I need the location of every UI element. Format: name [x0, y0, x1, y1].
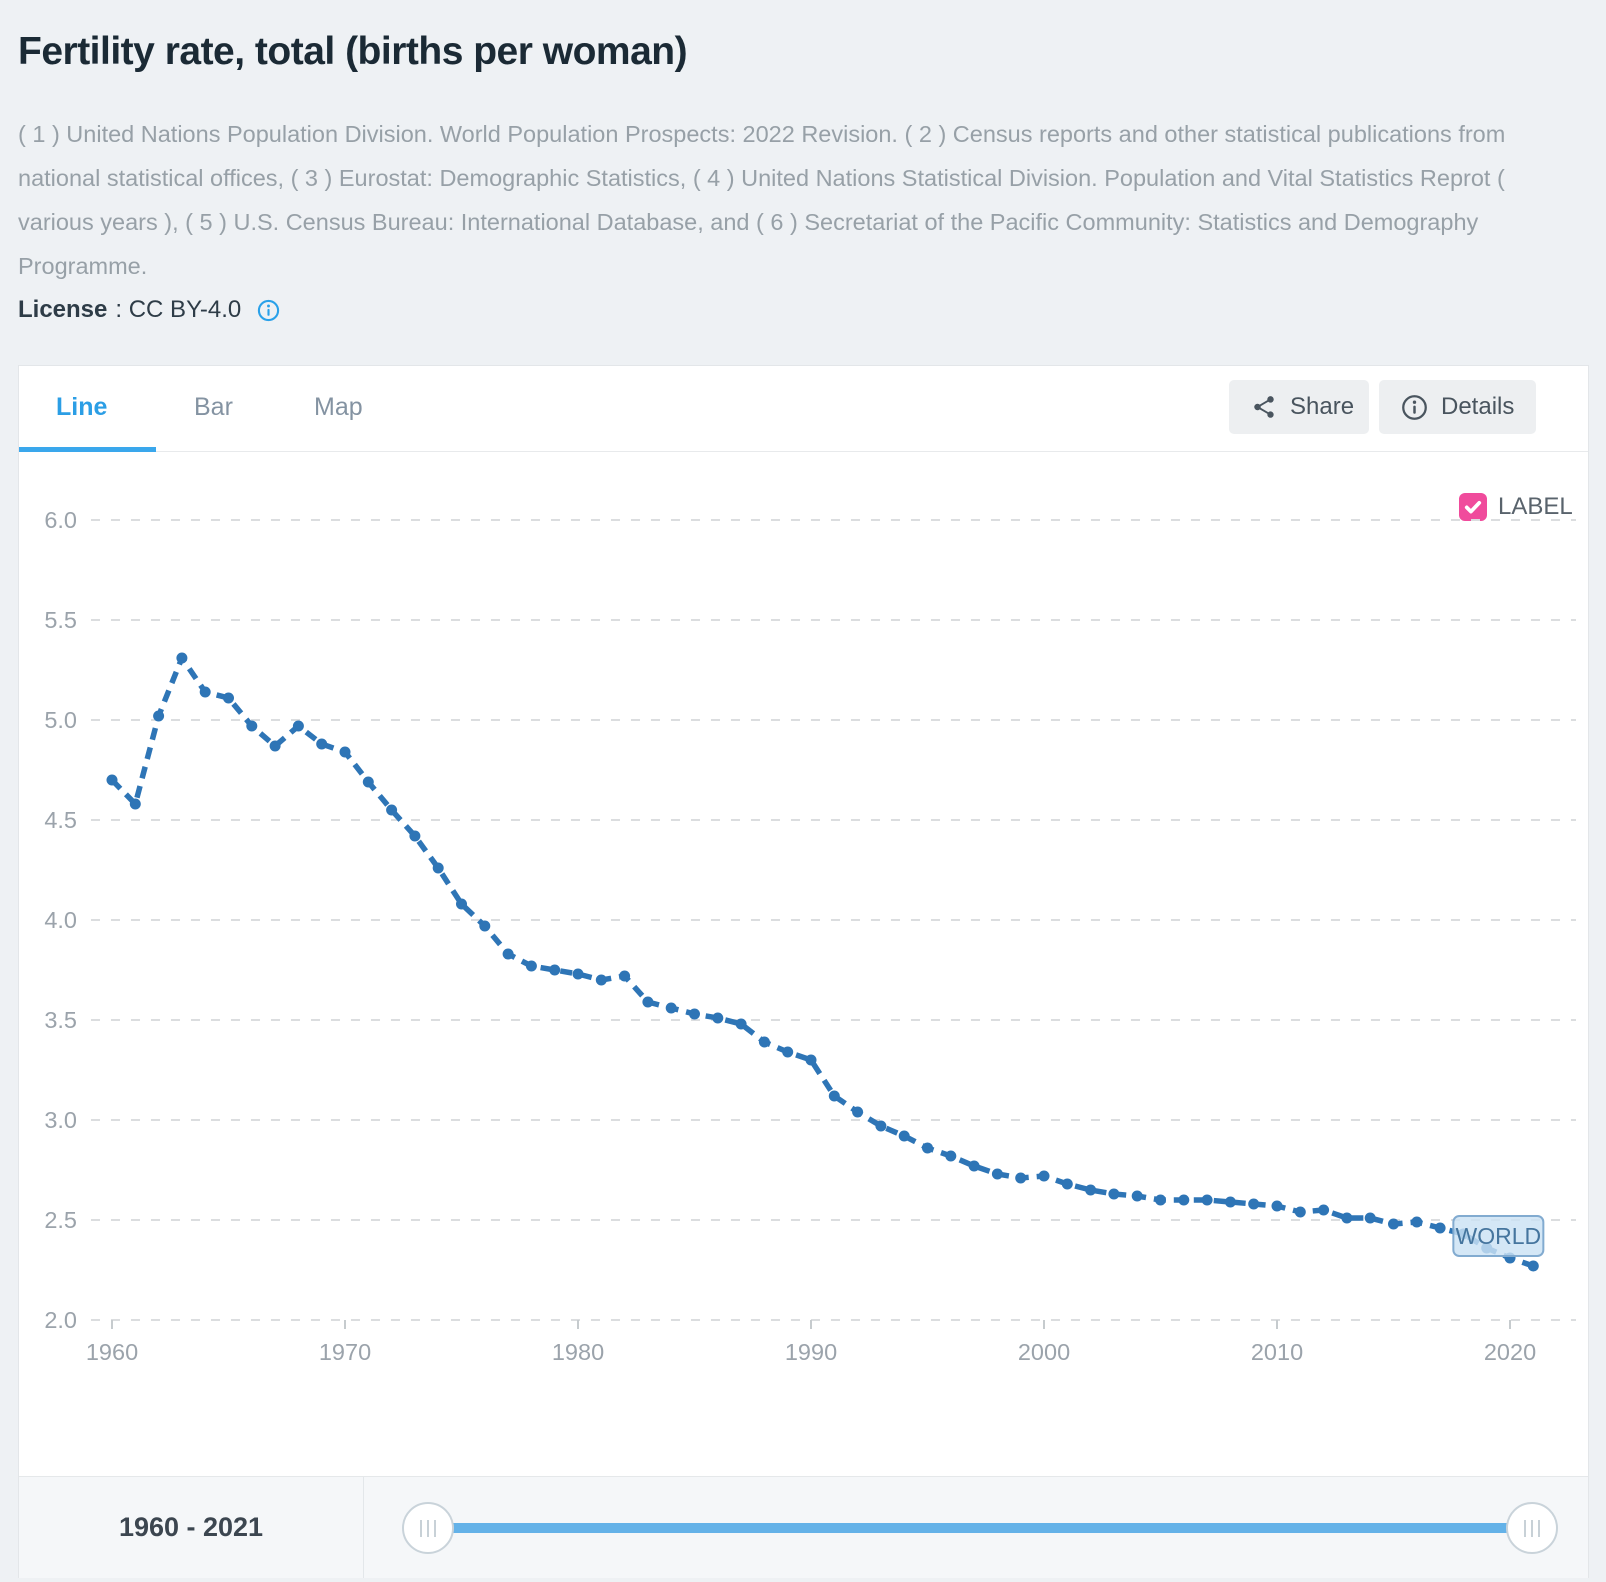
- time-range-bar: 1960 - 2021: [19, 1476, 1588, 1578]
- label-toggle[interactable]: LABEL: [1459, 493, 1573, 521]
- license-value: : CC BY-4.0: [115, 296, 242, 323]
- slider-handle-start[interactable]: [402, 1502, 454, 1554]
- svg-text:5.0: 5.0: [44, 707, 77, 733]
- label-text: LABEL: [1498, 493, 1573, 520]
- tab-bar[interactable]: Bar: [194, 393, 233, 421]
- license-info-icon[interactable]: [257, 299, 280, 322]
- svg-text:6.0: 6.0: [44, 507, 77, 533]
- svg-text:1990: 1990: [785, 1339, 837, 1365]
- label-checkbox[interactable]: [1459, 493, 1487, 521]
- fertility-line-chart: 2.0 2.5 3.0 3.5 4.0 4.5 5.0 5.5 6.0 1960 1970 1980 1…: [19, 452, 1588, 1476]
- svg-text:1960: 1960: [86, 1339, 138, 1365]
- svg-text:1970: 1970: [319, 1339, 371, 1365]
- active-tab-indicator: [19, 447, 156, 452]
- range-display: 1960 - 2021: [118, 1512, 264, 1542]
- svg-text:5.5: 5.5: [44, 607, 77, 633]
- slider-track[interactable]: [428, 1523, 1532, 1533]
- svg-text:4.5: 4.5: [44, 807, 77, 833]
- svg-text:4.0: 4.0: [44, 907, 77, 933]
- tab-map[interactable]: Map: [314, 393, 363, 421]
- chart-type-tabs: Line Bar Map Share: [19, 366, 1588, 452]
- svg-text:1980: 1980: [552, 1339, 604, 1365]
- share-label: Share: [1290, 393, 1355, 420]
- svg-text:WORLD: WORLD: [1456, 1223, 1542, 1249]
- slider-handle-end[interactable]: [1506, 1502, 1558, 1554]
- share-icon: [1251, 394, 1277, 420]
- share-button[interactable]: Share: [1229, 380, 1369, 434]
- svg-text:3.5: 3.5: [44, 1007, 77, 1033]
- world-series-label[interactable]: WORLD: [1452, 1215, 1545, 1257]
- details-label: Details: [1441, 393, 1515, 420]
- chart-card: Line Bar Map Share: [18, 365, 1589, 1578]
- svg-text:3.0: 3.0: [44, 1107, 77, 1133]
- page-title: Fertility rate, total (births per woman): [18, 30, 688, 73]
- details-button[interactable]: Details: [1379, 380, 1536, 434]
- info-icon: [1401, 394, 1428, 421]
- svg-text:2000: 2000: [1018, 1339, 1070, 1365]
- check-icon: [1463, 497, 1483, 517]
- year-range-slider[interactable]: [364, 1477, 1588, 1578]
- svg-text:2.0: 2.0: [44, 1307, 77, 1333]
- svg-text:2020: 2020: [1484, 1339, 1536, 1365]
- license-label: License: [18, 296, 108, 323]
- svg-text:2010: 2010: [1251, 1339, 1303, 1365]
- range-panel: 1960 - 2021: [19, 1477, 364, 1578]
- svg-text:2.5: 2.5: [44, 1207, 77, 1233]
- tab-line[interactable]: Line: [56, 393, 108, 421]
- license-row: License : CC BY-4.0: [18, 296, 280, 324]
- source-description: ( 1 ) United Nations Population Division…: [18, 121, 1506, 279]
